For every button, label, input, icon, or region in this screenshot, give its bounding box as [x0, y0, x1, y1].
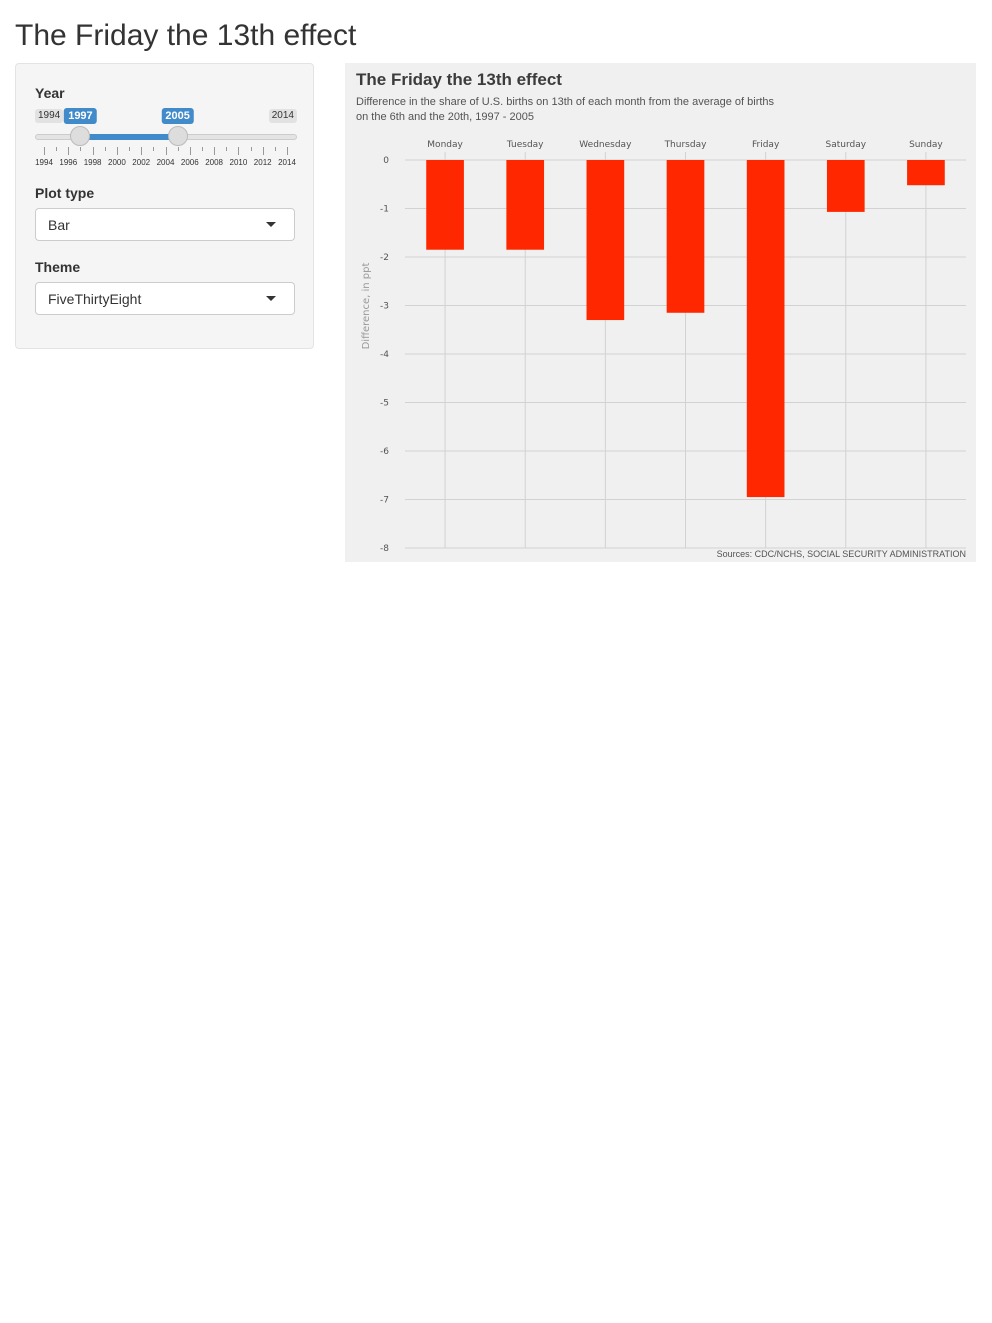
year-label: Year	[35, 85, 65, 101]
slider-tick	[153, 147, 155, 151]
plot-output: 0 -1 -2 -3 -4 -5 -6 -7 -8 Monday Tuesday Wednesday T…	[345, 63, 976, 562]
bar-thursday	[666, 160, 705, 313]
y-tick-label: -3	[380, 302, 389, 312]
chevron-down-icon	[266, 296, 276, 301]
bar-monday	[426, 160, 464, 250]
year-range-slider[interactable]: 1994 2014 1997 2005 1994 1996 1998 2000 2002…	[35, 106, 297, 167]
slider-tick	[250, 147, 252, 151]
slider-tick	[116, 147, 118, 155]
slider-tick	[56, 147, 58, 151]
y-tick-label: -7	[380, 496, 389, 506]
theme-label: Theme	[35, 259, 81, 275]
slider-tick	[201, 147, 203, 151]
bar-friday	[746, 160, 785, 498]
slider-tick	[214, 147, 216, 155]
slider-tick	[129, 147, 131, 151]
chart-subtitle-line-1: Difference in the share of U.S. births o…	[356, 96, 775, 108]
sidebar-panel: Year 1994 2014 1997 2005 1994 1996 1998 200…	[15, 63, 314, 349]
plot-type-value: Bar	[48, 217, 70, 233]
slider-tick-label: 2004	[156, 158, 175, 167]
slider-tick	[189, 147, 191, 155]
slider-tick	[226, 147, 228, 151]
slider-to-handle[interactable]	[167, 126, 188, 146]
plot-type-select[interactable]: Bar	[35, 208, 295, 241]
bar-tuesday	[506, 160, 545, 250]
bar-sunday	[907, 160, 945, 186]
x-tick-label: Monday	[427, 140, 463, 150]
chart-subtitle: Difference in the share of U.S. births o…	[356, 95, 836, 125]
slider-tick	[80, 147, 82, 151]
y-tick-label: -6	[380, 447, 389, 457]
slider-min-label: 1994	[35, 109, 64, 123]
slider-tick	[165, 147, 167, 155]
x-tick-label: Sunday	[909, 140, 943, 150]
slider-tick-label: 2008	[205, 158, 223, 167]
slider-tick-label: 1994	[35, 158, 53, 167]
slider-tick-label: 1996	[59, 158, 78, 167]
chart-caption: Sources: CDC/NCHS, SOCIAL SECURITY ADMIN…	[716, 549, 966, 559]
slider-tick	[92, 147, 94, 155]
slider-tick	[141, 147, 143, 155]
chart-subtitle-line-2: on the 6th and the 20th, 1997 - 2005	[356, 111, 534, 123]
y-tick-label: -1	[380, 205, 389, 215]
y-tick-label: -8	[380, 544, 389, 554]
slider-max-label: 2014	[268, 109, 297, 123]
slider-from-label: 1997	[64, 108, 97, 124]
slider-tick	[274, 147, 276, 151]
slider-from-handle[interactable]	[70, 126, 91, 146]
theme-value: FiveThirtyEight	[48, 291, 142, 307]
x-tick-label: Tuesday	[506, 140, 544, 150]
chevron-down-icon	[266, 222, 276, 227]
plot-type-label: Plot type	[35, 185, 95, 201]
slider-tick	[68, 147, 70, 155]
slider-tick	[287, 147, 288, 155]
y-axis-title: Difference, in ppt	[361, 263, 372, 350]
slider-to-label: 2005	[161, 108, 194, 124]
bar-wednesday	[586, 160, 625, 321]
slider-tick	[262, 147, 264, 155]
slider-tick-label: 2000	[107, 158, 126, 167]
slider-tick-label: 1998	[83, 158, 102, 167]
x-tick-label: Wednesday	[579, 140, 632, 150]
x-tick-label: Thursday	[664, 140, 708, 150]
slider-tick-label: 2002	[132, 158, 151, 167]
slider-tick-label: 2010	[229, 158, 248, 167]
y-tick-label: -4	[380, 350, 389, 360]
slider-tick	[238, 147, 240, 155]
y-tick-label: -2	[380, 253, 389, 263]
slider-tick-label: 2014	[278, 158, 296, 167]
chart-title: The Friday the 13th effect	[356, 70, 562, 89]
bar-chart: 0 -1 -2 -3 -4 -5 -6 -7 -8 Monday Tuesday Wednesday T…	[361, 140, 966, 554]
y-tick-label: 0	[383, 156, 389, 166]
slider-tick	[44, 147, 45, 155]
slider-tick-label: 2006	[180, 158, 199, 167]
slider-tick-label: 2012	[253, 158, 272, 167]
slider-selected-range	[80, 134, 178, 140]
x-tick-label: Saturday	[826, 140, 867, 150]
slider-tick	[177, 147, 179, 151]
theme-select[interactable]: FiveThirtyEight	[35, 282, 295, 315]
bar-saturday	[826, 160, 865, 212]
slider-tick	[104, 147, 106, 151]
y-tick-label: -5	[380, 399, 389, 409]
page-title: The Friday the 13th effect	[15, 19, 357, 52]
x-tick-label: Friday	[752, 140, 780, 150]
